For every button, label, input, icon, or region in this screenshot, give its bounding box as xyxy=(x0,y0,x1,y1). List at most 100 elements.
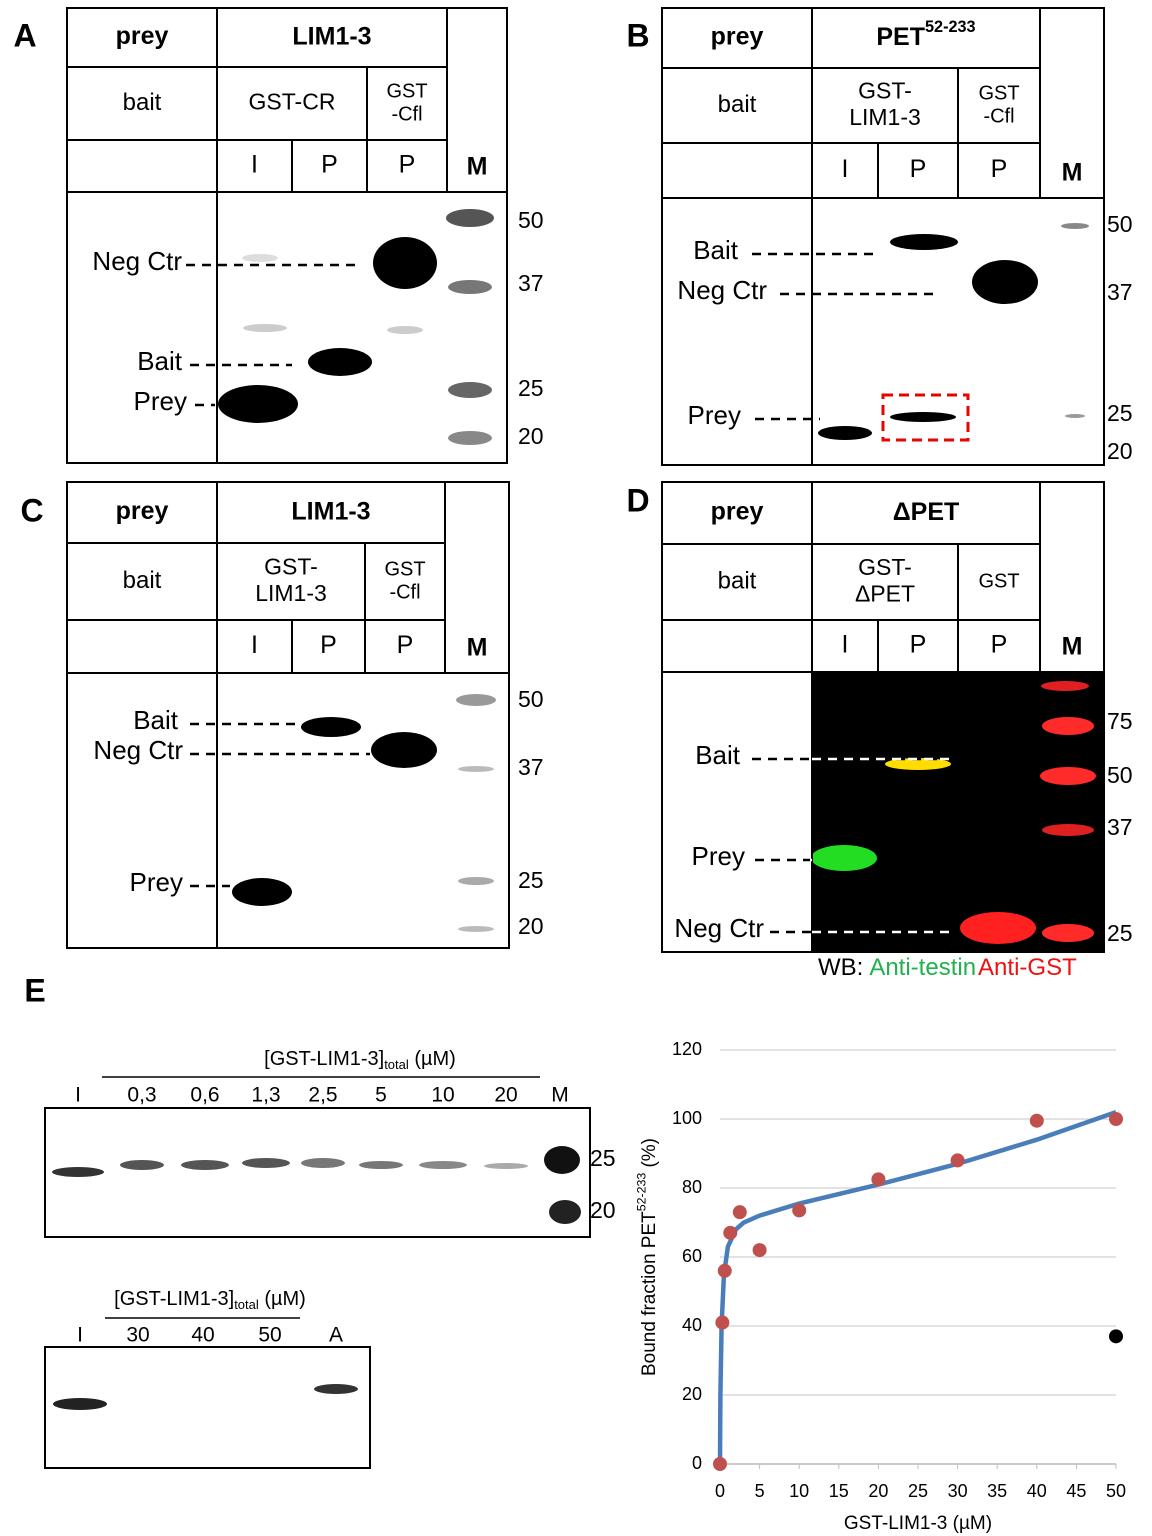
gel-band xyxy=(242,1158,290,1168)
marker-size: 20 xyxy=(590,1197,616,1223)
prey-name-sup: 52-233 xyxy=(925,18,976,36)
gel-header: [GST-LIM1-3]total (µM) xyxy=(264,1048,456,1072)
prey-label: prey xyxy=(711,23,764,51)
prey-name-text: ΔPET xyxy=(893,498,960,526)
lane-label: 2,5 xyxy=(308,1084,337,1107)
bait-name: GST-CR xyxy=(249,89,336,115)
gel-band xyxy=(1042,924,1094,942)
gel-band xyxy=(484,1163,528,1169)
band-label: Prey xyxy=(134,386,187,416)
marker-size: 50 xyxy=(1107,762,1133,788)
gel-band xyxy=(458,877,494,885)
bait-name: -Cfl xyxy=(389,581,420,603)
fit-curve xyxy=(720,1112,1116,1464)
band-label: Neg Ctr xyxy=(674,913,764,943)
band-label: Neg Ctr xyxy=(677,275,767,305)
marker-size: 75 xyxy=(1107,708,1133,734)
y-tick-label: 120 xyxy=(672,1039,702,1059)
panel-letter: E xyxy=(24,972,45,1008)
marker-lane-label: M xyxy=(1062,159,1083,187)
panel-letter: D xyxy=(626,482,649,518)
marker-size: 50 xyxy=(1107,211,1133,237)
gel-band xyxy=(308,348,372,376)
panel-letter: A xyxy=(13,17,36,53)
band-label: Prey xyxy=(688,400,741,430)
lane-label: P xyxy=(397,631,414,659)
gel-band xyxy=(52,1167,104,1177)
lane-label: I xyxy=(842,155,849,183)
band-label: Bait xyxy=(133,705,179,735)
gel-band xyxy=(314,1384,358,1394)
panel-letter: C xyxy=(20,492,43,528)
bait-name: GST- xyxy=(264,553,318,579)
data-point xyxy=(753,1243,767,1257)
x-tick-label: 30 xyxy=(948,1481,968,1501)
lane-label: I xyxy=(251,151,258,179)
gel-band xyxy=(448,431,492,445)
marker-size: 25 xyxy=(518,867,544,893)
prey-label: prey xyxy=(116,497,169,525)
blot-legend-prefix: WB: xyxy=(818,954,863,981)
y-axis-label: Bound fraction PET52-233 (%) xyxy=(635,1138,660,1376)
x-tick-label: 0 xyxy=(715,1481,725,1501)
y-axis-label-after: (%) xyxy=(639,1138,660,1173)
bait-name: GST xyxy=(386,80,427,102)
gel-band xyxy=(1065,414,1085,418)
figure: Aprey LIM1-3 bait GST-CR GST -Cfl I P P M Neg Ctr B… xyxy=(0,0,1152,1536)
gel-band xyxy=(218,385,298,423)
lane-label: M xyxy=(551,1084,569,1107)
lane-label: P xyxy=(910,631,927,659)
band-label: Prey xyxy=(130,867,183,897)
marker-size: 37 xyxy=(518,754,544,780)
data-point xyxy=(1109,1112,1123,1126)
y-tick-label: 40 xyxy=(682,1315,702,1335)
bait-name: ΔPET xyxy=(855,580,915,606)
lane-label: I xyxy=(251,631,258,659)
marker-size: 20 xyxy=(518,913,544,939)
gel-band xyxy=(243,324,287,332)
y-tick-label: 60 xyxy=(682,1246,702,1266)
band-label: Bait xyxy=(693,235,739,265)
marker-lane-label: M xyxy=(467,634,488,662)
marker-size: 20 xyxy=(1107,438,1133,464)
gel-band xyxy=(301,1158,345,1168)
gel-band xyxy=(373,237,437,289)
blot-background xyxy=(812,672,1104,952)
data-point xyxy=(713,1457,727,1471)
gel-header-text: [GST-LIM1-3] xyxy=(114,1288,234,1310)
gel-header-after: (µM) xyxy=(409,1048,456,1070)
x-tick-label: 10 xyxy=(789,1481,809,1501)
gel-band xyxy=(419,1161,467,1169)
lane-label: 1,3 xyxy=(251,1084,280,1107)
bait-name: LIM1-3 xyxy=(255,580,327,606)
gel-band xyxy=(544,1146,580,1174)
gel-band xyxy=(181,1160,229,1170)
bait-label: bait xyxy=(718,567,757,594)
blot-legend: WB:Anti-testinAnti-GST xyxy=(818,954,1077,981)
gel-band xyxy=(359,1161,403,1169)
band-label: Prey xyxy=(692,841,745,871)
gel-band xyxy=(1042,824,1094,836)
gel-band xyxy=(972,260,1038,304)
data-point xyxy=(1109,1329,1123,1343)
x-tick-label: 25 xyxy=(908,1481,928,1501)
gel-band xyxy=(458,926,494,932)
marker-size: 20 xyxy=(518,423,544,449)
x-tick-label: 45 xyxy=(1066,1481,1086,1501)
lane-label: P xyxy=(320,631,337,659)
y-tick-label: 80 xyxy=(682,1177,702,1197)
lane-label: 20 xyxy=(494,1084,517,1107)
marker-lane-label: M xyxy=(1062,633,1083,661)
bait-name: GST xyxy=(978,570,1019,592)
gel-band xyxy=(1041,681,1089,691)
prey-name-text: PET xyxy=(876,23,925,51)
marker-size: 25 xyxy=(590,1145,616,1171)
gel-band xyxy=(371,732,437,768)
gel-band xyxy=(960,912,1036,944)
x-tick-label: 50 xyxy=(1106,1481,1126,1501)
lane-label: 10 xyxy=(431,1084,454,1107)
x-tick-label: 35 xyxy=(987,1481,1007,1501)
bait-label: bait xyxy=(718,91,757,118)
marker-size: 25 xyxy=(1107,400,1133,426)
lane-label: 50 xyxy=(258,1324,281,1347)
